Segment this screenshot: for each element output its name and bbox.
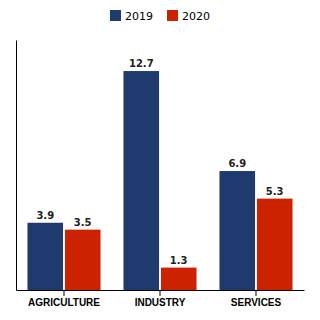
x-tick: SERVICES [231,290,282,308]
bar [161,268,197,290]
legend-label: 2020 [182,10,210,23]
x-tick-mark [256,290,257,296]
x-tick-label: AGRICULTURE [28,297,100,308]
data-label: 12.7 [129,58,154,69]
x-tick: AGRICULTURE [28,290,100,308]
bar [257,199,293,290]
bar [27,223,63,290]
legend-item: 2019 [110,10,153,23]
data-labels: 3.9 12.7 6.9 3.5 1.3 5.3 [36,58,283,266]
x-tick: INDUSTRY [135,290,186,308]
series [27,71,255,290]
x-axis: AGRICULTURE INDUSTRY SERVICES [17,290,305,308]
plot: 3.9 12.7 6.9 3.5 1.3 5.3 AGRICULTURE INDUSTRY SE… [17,41,305,309]
bars [27,71,292,290]
legend-item: 2020 [167,10,210,23]
legend-swatch [167,10,178,21]
y-axis [16,41,17,291]
x-tick-label: SERVICES [231,297,282,308]
x-tick-mark [64,290,65,296]
legend-swatch [110,10,121,21]
bar [219,171,255,290]
bar [123,71,159,290]
chart: 3.9 12.7 6.9 3.5 1.3 5.3 AGRICULTURE INDUSTRY SE… [0,0,320,320]
data-label: 6.9 [228,158,246,169]
legend: 2019 2020 [110,10,210,23]
data-label: 3.5 [74,217,92,228]
legend-label: 2019 [125,10,153,23]
y-axis-line [16,41,17,291]
data-label: 3.9 [36,210,54,221]
bar [65,230,101,290]
series [65,199,293,290]
x-tick-mark [160,290,161,296]
data-label: 5.3 [266,186,284,197]
data-label: 1.3 [170,255,188,266]
x-tick-label: INDUSTRY [135,297,186,308]
